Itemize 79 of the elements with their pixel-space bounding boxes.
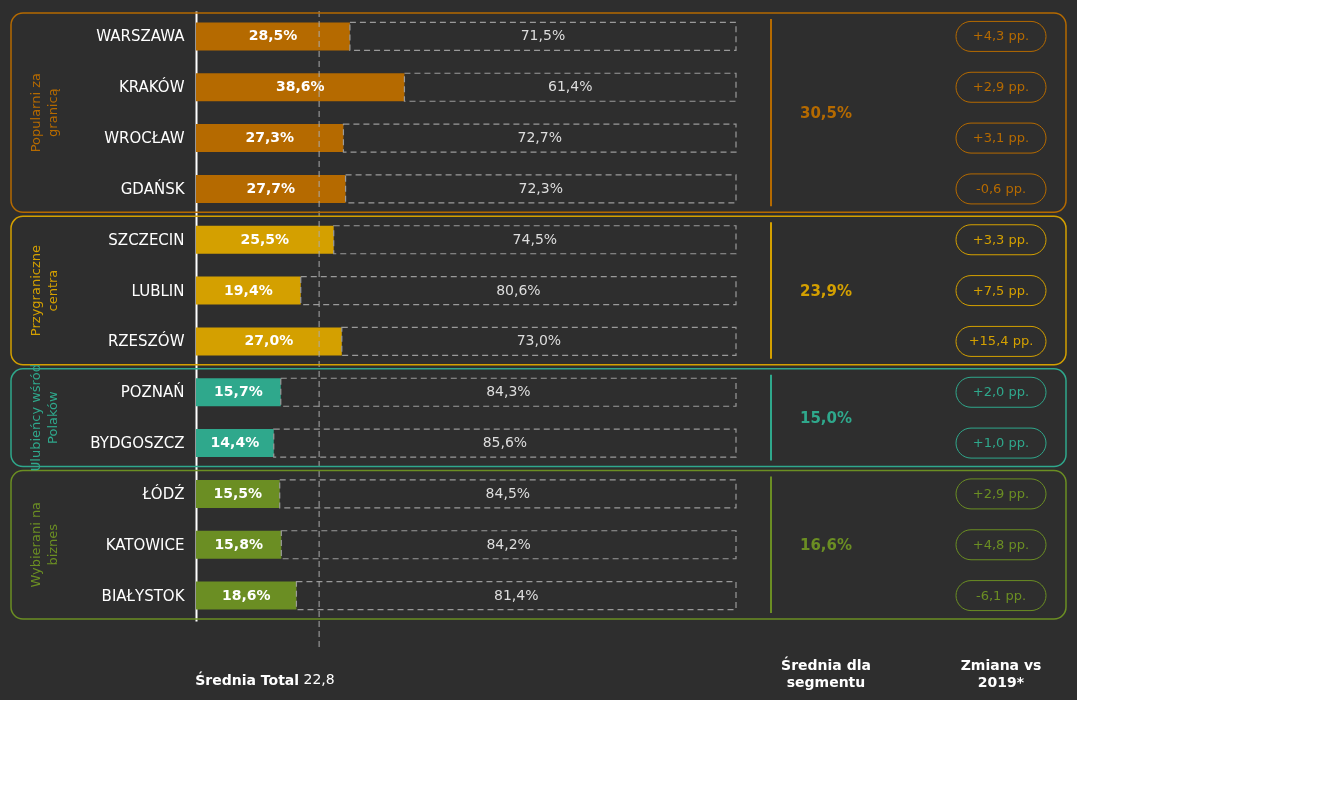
data-label: 74,5% [512,230,558,247]
data-label: 19,4% [224,281,273,298]
text: Przygraniczne centra [28,245,60,337]
y-tick-label: LUBLIN [131,281,185,300]
text: +4,8 pp. [972,536,1030,552]
data-label: 15,5% [213,484,263,501]
data-label: 27,3% [245,129,294,146]
text: +2,0 pp. [972,384,1030,400]
y-tick-label: WARSZAWA [96,27,186,46]
data-label: 80,6% [496,281,541,298]
text: +2,9 pp. [972,79,1030,95]
data-label: 15,7% [214,383,263,400]
y-tick-label: SZCZECIN [108,230,185,249]
text: +4,3 pp. [972,28,1030,44]
text: Zmiana vs 2019* [960,657,1042,690]
text: Wybierani na biznes [28,501,60,588]
bar [342,123,737,153]
bar [279,479,737,509]
data-label: 85,6% [482,434,528,451]
y-tick-label: KATOWICE [105,535,185,554]
bar [295,581,737,611]
data-label: 84,2% [486,535,531,552]
text: Średnia dla segmentu [781,656,871,690]
data-label: 15,8% [214,535,263,552]
text: +7,5 pp. [972,282,1030,298]
text: +15,4 pp. [968,333,1034,349]
bar [196,124,344,153]
bar [344,174,737,204]
text: +1,0 pp. [972,435,1030,451]
data-label: 28,5% [248,27,298,44]
bar [280,530,737,560]
bar [341,326,737,356]
y-tick-label: GDAŃSK [120,178,186,198]
y-tick-label: RZESZÓW [107,331,185,351]
data-label: 27,7% [246,179,296,196]
text: 23,9% [799,281,853,300]
text: 15,0% [799,408,853,427]
bar [196,276,301,305]
data-label: 71,5% [520,27,566,44]
text: +2,9 pp. [972,485,1030,501]
ref-line-label: 22,8 [303,671,335,687]
text: -6,1 pp. [975,587,1027,603]
text: Ulubieńcy wśród Polaków [28,364,60,472]
data-label: 14,4% [210,434,260,451]
bar [280,377,737,407]
text: +3,3 pp. [972,231,1030,247]
data-label: 18,6% [221,586,271,603]
y-tick-label: ŁÓDŹ [141,483,185,503]
bar [273,428,737,458]
data-label: 72,7% [517,129,562,146]
y-tick-label: BYDGOSZCZ [90,434,185,453]
y-tick-label: POZNAŃ [120,382,185,402]
data-label: 84,3% [486,383,531,400]
bar [349,21,737,51]
data-label: 25,5% [240,230,290,247]
bar [333,225,737,255]
bar [196,22,350,51]
text: -0,6 pp. [975,180,1027,196]
y-tick-label: BIAŁYSTOK [101,586,186,605]
bar [196,73,405,102]
data-label: 27,0% [244,332,294,349]
bar [196,327,342,356]
data-label: 61,4% [547,78,593,95]
data-label: 38,6% [275,78,325,95]
data-label: 72,3% [518,179,564,196]
text: Popularni za granicą [28,73,60,153]
bar [300,276,737,306]
bar [196,225,334,254]
data-label: 81,4% [493,586,539,603]
text: +3,1 pp. [972,130,1030,146]
text: 30,5% [799,103,853,122]
text: 16,6% [799,535,853,554]
data-label: 84,5% [485,484,531,501]
data-label: 73,0% [516,332,562,349]
y-tick-label: WROCŁAW [104,129,185,148]
bar [196,174,346,203]
bar [403,72,737,102]
text: Średnia Total [195,671,300,688]
y-tick-label: KRAKÓW [118,77,185,97]
